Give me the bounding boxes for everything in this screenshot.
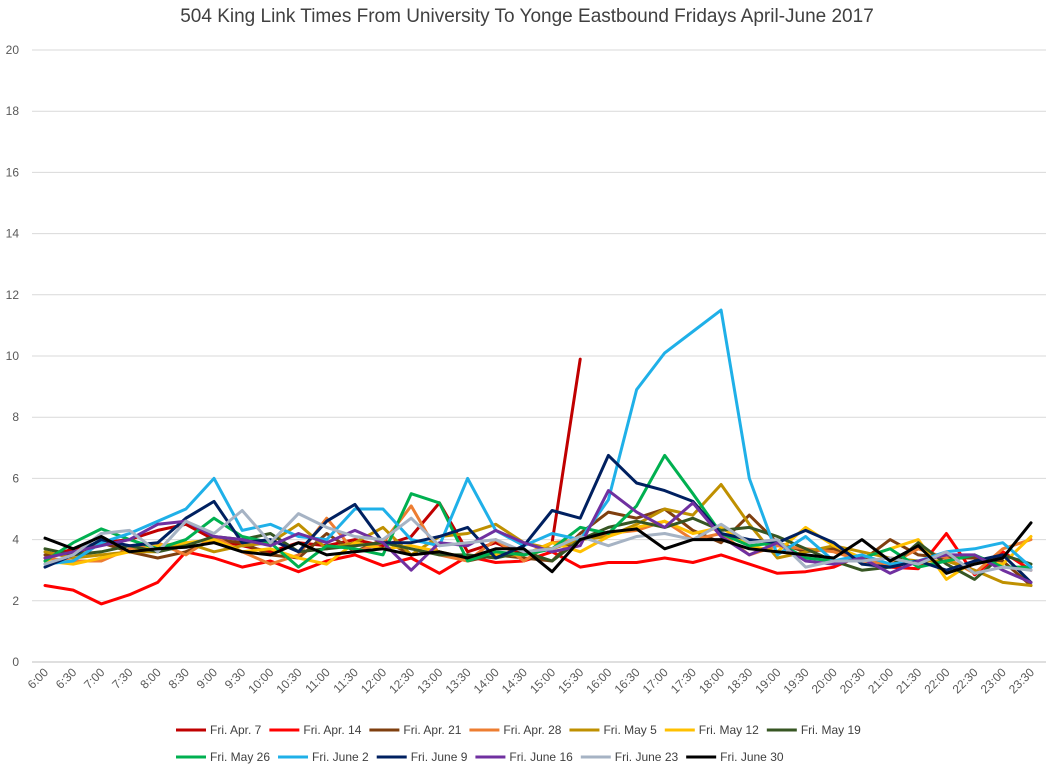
y-tick-label: 0 [12,655,19,669]
series-line [43,509,1033,575]
y-tick-label: 16 [6,165,20,179]
x-tick-label: 9:30 [222,665,249,692]
x-tick-label: 17:00 [640,665,671,696]
x-tick-label: 7:30 [109,665,136,692]
x-tick-label: 21:30 [893,665,924,696]
legend: Fri. Apr. 7 Fri. Apr. 14 Fri. Apr. 21 Fri. … [176,723,861,764]
x-tick-label: 11:30 [330,665,361,696]
x-tick-label: 12:30 [386,665,417,696]
x-tick-label: 10:30 [274,665,305,696]
x-tick-label: 13:00 [414,665,445,696]
legend-label: Fri. June 2 [312,750,369,764]
chart-title: 504 King Link Times From University To Y… [180,6,874,27]
y-tick-label: 2 [12,594,19,608]
x-tick-label: 15:00 [527,665,558,696]
legend-label: Fri. June 23 [615,750,679,764]
legend-label: Fri. Apr. 21 [403,723,461,737]
x-tick-label: 7:00 [81,665,108,692]
y-axis-ticks: 0 2 4 6 8 10 12 14 16 18 20 [6,43,20,669]
legend-label: Fri. Apr. 14 [303,723,361,737]
legend-label: Fri. May 12 [699,723,759,737]
y-tick-label: 18 [6,104,20,118]
legend-label: Fri. May 19 [801,723,861,737]
y-tick-label: 10 [6,349,20,363]
legend-label: Fri. May 26 [210,750,270,764]
series-line [43,521,1033,575]
x-tick-label: 6:30 [53,665,80,692]
x-tick-label: 14:00 [471,665,502,696]
x-tick-label: 8:00 [137,665,164,692]
x-tick-label: 17:30 [668,665,699,696]
legend-label: Fri. Apr. 7 [210,723,262,737]
y-tick-label: 8 [12,410,19,424]
x-tick-label: 22:30 [950,665,981,696]
x-tick-label: 16:30 [612,665,643,696]
legend-label: Fri. June 16 [509,750,573,764]
x-tick-label: 10:00 [245,665,276,696]
x-tick-label: 20:30 [837,665,868,696]
x-tick-label: 21:00 [865,665,896,696]
series-line [43,516,1033,581]
x-tick-label: 23:30 [1006,665,1037,696]
x-tick-label: 22:00 [921,665,952,696]
x-tick-label: 18:30 [724,665,755,696]
y-tick-label: 20 [6,43,20,57]
x-tick-label: 14:30 [499,665,530,696]
y-tick-label: 14 [6,227,20,241]
x-tick-label: 11:00 [302,665,333,696]
x-tick-label: 6:00 [25,665,52,692]
legend-label: Fri. June 9 [411,750,468,764]
x-tick-label: 8:30 [166,665,193,692]
legend-label: Fri. Apr. 28 [503,723,561,737]
x-tick-label: 23:00 [978,665,1009,696]
y-tick-label: 4 [12,533,19,547]
legend-label: Fri. June 30 [720,750,784,764]
x-tick-label: 18:00 [696,665,727,696]
series-lines [43,308,1033,606]
x-tick-label: 19:30 [781,665,812,696]
x-tick-label: 9:00 [194,665,221,692]
series-line [43,453,1033,584]
x-tick-label: 13:30 [443,665,474,696]
y-tick-label: 12 [6,288,20,302]
legend-label: Fri. May 5 [603,723,657,737]
x-tick-label: 19:00 [752,665,783,696]
x-tick-label: 20:00 [809,665,840,696]
x-axis-ticks: 6:00 6:30 7:00 7:30 8:00 8:30 9:00 9:3010:0010:… [25,665,1038,696]
series-line [43,489,1033,584]
series-line [43,308,1033,569]
y-tick-label: 6 [12,471,19,485]
x-tick-label: 15:30 [555,665,586,696]
x-tick-label: 12:00 [358,665,389,696]
x-tick-label: 16:00 [583,665,614,696]
